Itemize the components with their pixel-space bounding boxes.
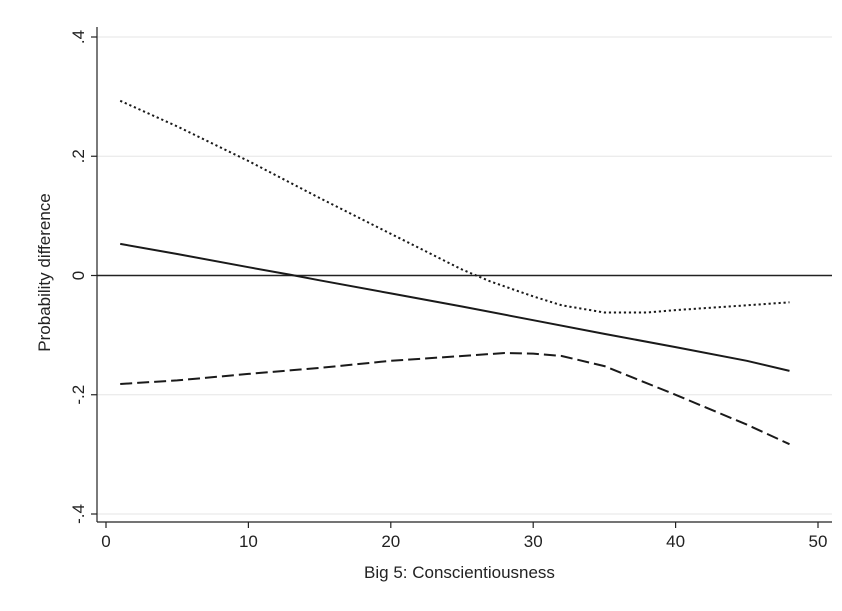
x-axis-title: Big 5: Conscientiousness: [364, 563, 555, 582]
x-tick-label: 0: [101, 532, 110, 551]
x-tick-label: 10: [239, 532, 258, 551]
x-tick-label: 50: [809, 532, 828, 551]
y-tick-label: -.2: [69, 385, 88, 405]
ticks-layer: -.4 -.2 0 .2 .4 0 10 20 30 40 50: [69, 30, 827, 551]
series-line-solid: [120, 242, 790, 372]
y-tick-label: 0: [69, 271, 88, 280]
y-axis-title: Probability difference: [35, 193, 54, 351]
y-tick-label: -.4: [69, 504, 88, 524]
axes-layer: [96, 27, 832, 523]
x-tick-label: 20: [381, 532, 400, 551]
series-layer: [119, 99, 790, 446]
series-line-dotted: [119, 99, 790, 314]
series-line-dashed: [120, 352, 790, 446]
y-tick-label: .4: [69, 30, 88, 44]
x-tick-label: 40: [666, 532, 685, 551]
y-tick-label: .2: [69, 149, 88, 163]
x-tick-label: 30: [524, 532, 543, 551]
